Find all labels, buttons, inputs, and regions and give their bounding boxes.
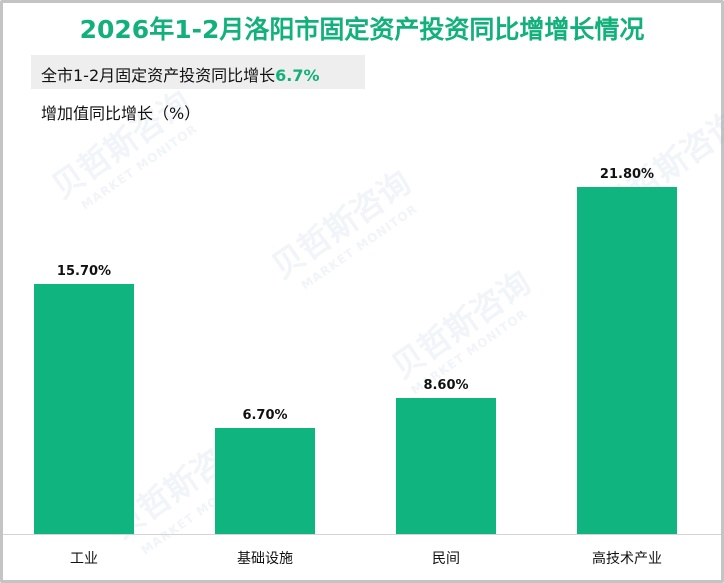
- x-axis-category: 工业: [70, 551, 98, 567]
- bar-private: [396, 398, 496, 534]
- bar-value-label: 15.70%: [56, 264, 112, 279]
- bar-industry: [34, 284, 134, 534]
- bar-value-label: 6.70%: [242, 408, 288, 423]
- summary-text: 全市1-2月固定资产投资同比增长6.7%: [41, 62, 320, 86]
- x-axis-line: [3, 534, 721, 535]
- x-axis-category: 民间: [432, 551, 460, 567]
- x-axis-category: 高技术产业: [592, 551, 662, 567]
- chart-title: 2026年1-2月洛阳市固定资产投资同比增增长情况: [79, 15, 645, 44]
- bar-high-tech: [577, 187, 677, 534]
- y-axis-label: 增加值同比增长（%）: [41, 104, 201, 123]
- x-axis-category: 基础设施: [237, 551, 293, 567]
- summary-label: 全市1-2月固定资产投资同比增长: [41, 66, 276, 85]
- bar-value-label: 21.80%: [599, 167, 655, 182]
- bar-infrastructure: [215, 428, 315, 534]
- summary-value: 6.7%: [275, 66, 320, 85]
- bar-value-label: 8.60%: [423, 378, 469, 393]
- summary-box: 全市1-2月固定资产投资同比增长6.7%: [31, 55, 365, 89]
